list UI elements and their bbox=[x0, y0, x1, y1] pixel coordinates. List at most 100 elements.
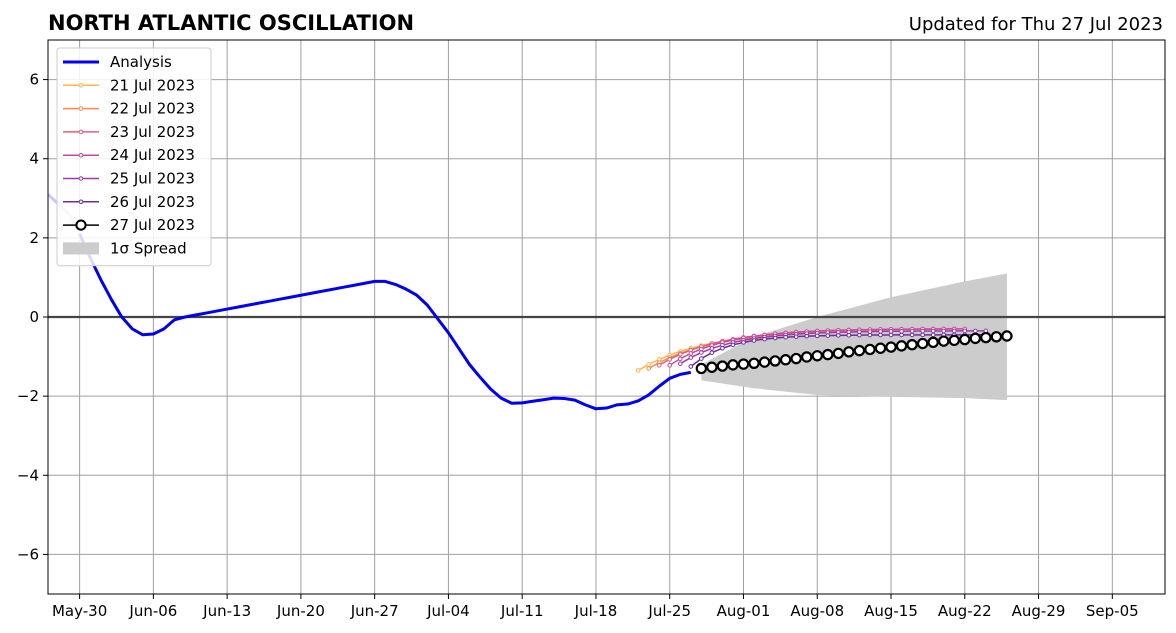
legend-swatch-marker bbox=[78, 129, 84, 135]
legend-box bbox=[56, 47, 212, 267]
legend-entry: 24 Jul 2023 bbox=[63, 146, 195, 164]
legend-entry: 22 Jul 2023 bbox=[63, 100, 195, 118]
legend-swatch-marker bbox=[78, 106, 84, 111]
forecast-point bbox=[709, 350, 715, 355]
plot-content bbox=[48, 193, 1165, 411]
y-axis: −6 −4 −2 0 2 4 6 bbox=[17, 71, 48, 563]
latest-forecast-point bbox=[727, 359, 739, 371]
latest-forecast-point bbox=[822, 348, 834, 361]
latest-forecast-point bbox=[716, 360, 729, 372]
forecast-point bbox=[793, 334, 799, 339]
x-tick-label: Aug-22 bbox=[938, 602, 992, 620]
y-tick-label: −2 bbox=[17, 387, 39, 405]
x-tick-label: Jun-06 bbox=[128, 602, 177, 620]
forecast-point bbox=[909, 328, 915, 334]
forecast-point bbox=[857, 332, 862, 338]
forecast-point bbox=[930, 332, 936, 338]
legend-swatch-marker bbox=[78, 152, 84, 158]
latest-forecast-point bbox=[695, 362, 708, 375]
latest-forecast-point bbox=[1001, 330, 1013, 342]
y-tick-label: 6 bbox=[29, 71, 39, 89]
forecast-point bbox=[656, 362, 662, 368]
forecast-point bbox=[688, 364, 694, 369]
x-tick-label: Jul-18 bbox=[574, 602, 618, 620]
forecast-point bbox=[677, 351, 683, 357]
latest-forecast-point bbox=[801, 351, 813, 363]
latest-forecast-point bbox=[927, 336, 939, 349]
x-tick-label: Aug-01 bbox=[717, 602, 771, 620]
latest-forecast-point bbox=[811, 350, 823, 362]
forecast-point bbox=[878, 329, 883, 334]
legend-label: 26 Jul 2023 bbox=[110, 193, 195, 211]
latest-forecast-point bbox=[969, 332, 982, 345]
latest-forecast-point bbox=[885, 341, 897, 353]
forecast-point bbox=[878, 332, 883, 338]
latest-forecast-point bbox=[874, 342, 887, 354]
legend-label: 25 Jul 2023 bbox=[110, 170, 195, 188]
forecast-point bbox=[772, 335, 778, 341]
legend-swatch-marker bbox=[75, 219, 87, 231]
forecast-point bbox=[867, 332, 873, 338]
legend: Analysis 21 Jul 2023 22 Jul 2023 23 Jul 202… bbox=[56, 47, 212, 267]
x-tick-label: Jul-11 bbox=[500, 602, 544, 620]
x-axis: May-30 Jun-06 Jun-13 Jun-20 Jun-27 Jul-04 Jul-… bbox=[52, 594, 1139, 620]
x-tick-label: Jun-13 bbox=[202, 602, 251, 620]
y-tick-label: 4 bbox=[29, 150, 39, 168]
forecast-point bbox=[836, 333, 841, 338]
forecast-point bbox=[667, 356, 673, 362]
forecast-point bbox=[899, 328, 904, 334]
forecast-point bbox=[762, 336, 767, 342]
chart-title: NORTH ATLANTIC OSCILLATION bbox=[48, 11, 414, 35]
forecast-point bbox=[920, 328, 925, 334]
x-tick-label: Aug-08 bbox=[790, 602, 844, 620]
latest-forecast-point bbox=[990, 331, 1003, 343]
latest-forecast-point bbox=[748, 357, 760, 369]
legend-entry: Analysis bbox=[63, 53, 172, 71]
forecast-point bbox=[699, 356, 704, 361]
latest-forecast-point bbox=[853, 344, 866, 357]
x-tick-label: Jul-04 bbox=[426, 602, 470, 620]
latest-forecast-point bbox=[769, 355, 781, 367]
latest-forecast-point bbox=[906, 339, 918, 351]
latest-forecast-point bbox=[790, 352, 802, 365]
y-tick-label: 2 bbox=[29, 229, 39, 247]
forecast-point bbox=[730, 342, 736, 348]
forecast-point bbox=[899, 332, 904, 338]
latest-forecast-point bbox=[980, 331, 992, 344]
forecast-point bbox=[667, 362, 673, 368]
legend-label: 21 Jul 2023 bbox=[110, 76, 195, 94]
x-tick-label: Aug-29 bbox=[1012, 602, 1066, 620]
x-tick-label: Jun-27 bbox=[350, 602, 399, 620]
legend-entry: 23 Jul 2023 bbox=[63, 123, 195, 141]
latest-forecast-point bbox=[737, 358, 750, 370]
forecast-point bbox=[973, 328, 978, 334]
forecast-point bbox=[677, 361, 683, 366]
latest-forecast-point bbox=[938, 335, 950, 347]
forecast-point bbox=[951, 328, 957, 334]
x-tick-label: Aug-15 bbox=[864, 602, 918, 620]
latest-forecast-point bbox=[895, 340, 908, 352]
y-tick-label: 0 bbox=[29, 308, 39, 326]
latest-forecast-point bbox=[706, 361, 718, 373]
legend-entry: 21 Jul 2023 bbox=[63, 76, 195, 94]
forecast-point bbox=[888, 328, 894, 334]
legend-swatch-marker bbox=[78, 199, 84, 205]
legend-entry: 27 Jul 2023 bbox=[63, 216, 195, 234]
latest-forecast-point bbox=[948, 334, 960, 347]
chart-subtitle: Updated for Thu 27 Jul 2023 bbox=[909, 14, 1163, 35]
forecast-point bbox=[635, 368, 641, 373]
forecast-point bbox=[909, 332, 915, 338]
latest-forecast-point bbox=[832, 347, 845, 360]
forecast-point bbox=[804, 333, 810, 339]
legend-swatch-marker bbox=[78, 176, 84, 181]
x-tick-label: Sep-05 bbox=[1086, 602, 1139, 620]
legend-swatch-marker bbox=[78, 83, 84, 88]
latest-forecast-point bbox=[916, 337, 929, 350]
y-tick-label: −4 bbox=[17, 466, 39, 484]
forecast-point bbox=[677, 356, 683, 362]
legend-label: 24 Jul 2023 bbox=[110, 146, 195, 164]
forecast-point bbox=[699, 350, 704, 355]
legend-swatch bbox=[63, 242, 99, 255]
legend-label: 1σ Spread bbox=[110, 239, 187, 257]
